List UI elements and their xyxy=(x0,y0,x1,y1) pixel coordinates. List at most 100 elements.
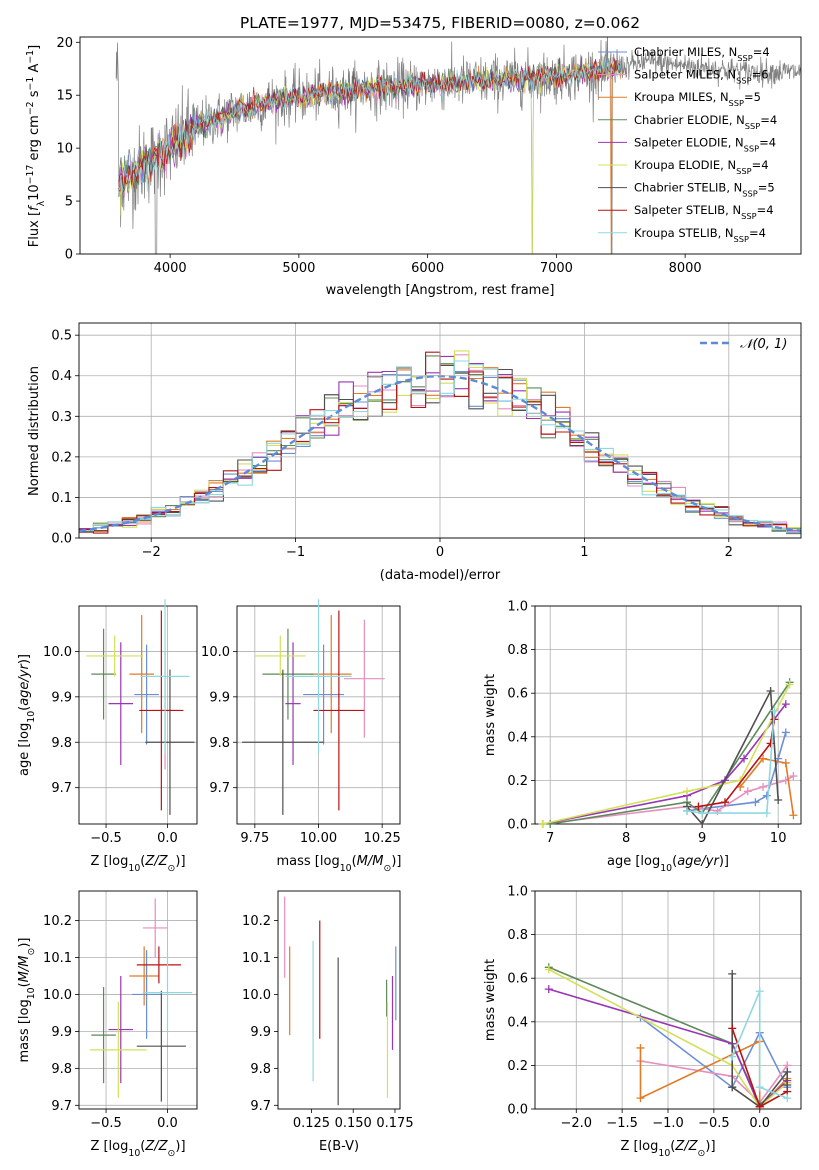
x-tick-label: 0.175 xyxy=(376,1116,413,1131)
y-tick-label: 0.2 xyxy=(507,1059,528,1074)
legend-entry: 𝒩(0, 1) xyxy=(740,337,787,352)
weight-marker-4 xyxy=(544,985,553,994)
legend: Chabrier MILES, NSSP=4 Salpeter MILES, NS… xyxy=(598,45,777,244)
panel-residuals: −2 −1 0 1 2 0.0 0.1 0.2 0.3 0.4 0.5 𝒩(0, 1) xyxy=(51,322,802,560)
y-tick-label: 0.0 xyxy=(51,532,72,547)
weight-marker-0 xyxy=(751,798,760,807)
weight-line-5 xyxy=(542,684,791,825)
y-tick-label: 10.2 xyxy=(43,914,72,929)
axes-frame xyxy=(277,890,401,1110)
weight-marker-6 xyxy=(728,969,737,978)
panel-mass_vs_ebv: 0.125 0.150 0.175 9.7 9.8 9.9 10.0 10.1 10.2 xyxy=(242,890,414,1131)
spectrum-xlabel: wavelength [Angstrom, rest frame] xyxy=(326,283,555,298)
x-tick-label: 0.125 xyxy=(293,1116,330,1131)
x-tick-label: −0.5 xyxy=(698,1116,730,1131)
weight-line-0 xyxy=(640,1016,788,1089)
weight-marker-6 xyxy=(783,1067,792,1076)
weight-marker-8 xyxy=(728,1052,737,1061)
weight-marker-2 xyxy=(781,758,790,767)
weight-marker-8 xyxy=(755,1083,764,1092)
y-tick-label: 0 xyxy=(65,248,73,263)
weight-marker-7 xyxy=(721,798,729,807)
y-tick-label: 0.4 xyxy=(507,730,528,745)
x-tick-label: 10.25 xyxy=(364,831,401,846)
x-tick-label: 0.0 xyxy=(749,1116,770,1131)
x-tick-label: −1.5 xyxy=(606,1116,638,1131)
age-vs-Z-xlabel: Z [log10(Z/Z⊙)] xyxy=(90,854,185,874)
axes-frame xyxy=(78,605,198,825)
weight-marker-8 xyxy=(698,809,707,818)
x-tick-label: 8 xyxy=(622,831,630,846)
weight-marker-8 xyxy=(770,706,779,715)
weight-marker-4 xyxy=(740,754,748,763)
weight-marker-5 xyxy=(683,787,691,796)
panel-mass_vs_Z: −0.5 0.0 9.7 9.8 9.9 10.0 10.1 10.2 xyxy=(43,890,198,1131)
weight-marker-5 xyxy=(538,820,547,828)
legend-entry: Chabrier ELODIE, NSSP=4 xyxy=(634,113,777,131)
x-tick-label: −1.0 xyxy=(652,1116,684,1131)
residuals-ylabel: Normed distribution xyxy=(27,366,42,496)
x-tick-label: 0.0 xyxy=(157,1116,178,1131)
panel-age_vs_mass: 9.75 10.00 10.25 9.7 9.8 9.9 10.0 xyxy=(201,599,401,846)
axes-frame xyxy=(534,890,802,1110)
weight-line-3 xyxy=(550,681,791,825)
y-tick-label: 0.5 xyxy=(51,329,72,344)
weight-marker-2 xyxy=(636,1043,645,1052)
x-tick-label: 9.75 xyxy=(240,831,269,846)
weight-marker-8 xyxy=(762,809,771,818)
weight-marker-2 xyxy=(759,754,767,763)
axes-frame xyxy=(534,605,802,825)
y-tick-label: 9.9 xyxy=(209,690,230,705)
x-tick-label: 7 xyxy=(546,831,554,846)
y-tick-label: 0.4 xyxy=(507,1015,528,1030)
y-tick-label: 9.7 xyxy=(51,1099,72,1114)
y-tick-label: 9.7 xyxy=(250,1099,271,1114)
x-tick-label: 5000 xyxy=(282,261,315,276)
weight-vs-Z-xlabel: Z [log10(Z/Z⊙)] xyxy=(620,1139,715,1159)
y-tick-label: 5 xyxy=(65,195,73,210)
legend-entry: Chabrier STELIB, NSSP=5 xyxy=(634,181,775,199)
y-tick-label: 9.8 xyxy=(51,736,72,751)
weight-vs-age-ylabel: mass weight xyxy=(483,674,498,756)
axes-frame xyxy=(78,322,802,539)
weight-marker-6 xyxy=(698,820,707,828)
residuals-xlabel: (data-model)/error xyxy=(380,568,501,583)
weight-marker-2 xyxy=(636,1094,645,1103)
weight-marker-2 xyxy=(789,811,798,820)
weight-line-8 xyxy=(686,710,776,814)
y-tick-label: 9.7 xyxy=(51,781,72,796)
weight-marker-6 xyxy=(774,796,783,805)
panel-age_vs_Z: −0.5 0.0 9.7 9.8 9.9 10.0 xyxy=(43,599,198,846)
y-tick-label: 9.8 xyxy=(51,1062,72,1077)
weight-marker-6 xyxy=(728,1083,737,1092)
panel-spectrum: 4000 5000 6000 7000 8000 0 5 10 15 20 Chabrier MIL… xyxy=(56,36,802,276)
legend-entry: Salpeter ELODIE, NSSP=4 xyxy=(634,135,776,153)
age-vs-Z-ylabel: age [log10(age/yr)] xyxy=(17,654,37,776)
x-tick-label: 0.150 xyxy=(335,1116,372,1131)
weight-marker-7 xyxy=(766,739,775,748)
y-tick-label: 10.0 xyxy=(201,645,230,660)
y-tick-label: 9.7 xyxy=(209,781,230,796)
y-tick-label: 20 xyxy=(56,36,73,51)
weight-marker-7 xyxy=(755,1102,764,1111)
weight-line-2 xyxy=(739,757,795,816)
age-vs-mass-xlabel: mass [log10(M/M⊙)] xyxy=(277,854,402,874)
y-tick-label: 0.4 xyxy=(51,369,72,384)
weight-vs-age-xlabel: age [log10(age/yr)] xyxy=(607,854,729,874)
weight-marker-1 xyxy=(789,772,798,781)
mass-vs-Z-ylabel: mass [log10(M/M⊙)] xyxy=(17,938,37,1063)
legend-entry: Salpeter MILES, NSSP=6 xyxy=(634,68,769,86)
x-tick-label: 4000 xyxy=(154,261,187,276)
weight-marker-1 xyxy=(759,782,767,791)
y-tick-label: 0.6 xyxy=(507,687,528,702)
weight-marker-7 xyxy=(694,802,703,811)
x-tick-label: −2 xyxy=(142,545,161,560)
x-tick-label: 8000 xyxy=(669,261,702,276)
panel-weight_vs_Z: −2.0 −1.5 −1.0 −0.5 0.0 0.0 0.2 0.4 0.6 0.8 1.0 xyxy=(507,885,802,1131)
x-tick-label: −0.5 xyxy=(90,831,122,846)
y-tick-label: 9.9 xyxy=(250,1025,271,1040)
weight-marker-6 xyxy=(766,687,775,696)
axes-frame xyxy=(78,890,198,1110)
x-tick-label: −2.0 xyxy=(560,1116,592,1131)
y-tick-label: 0.2 xyxy=(51,450,72,465)
